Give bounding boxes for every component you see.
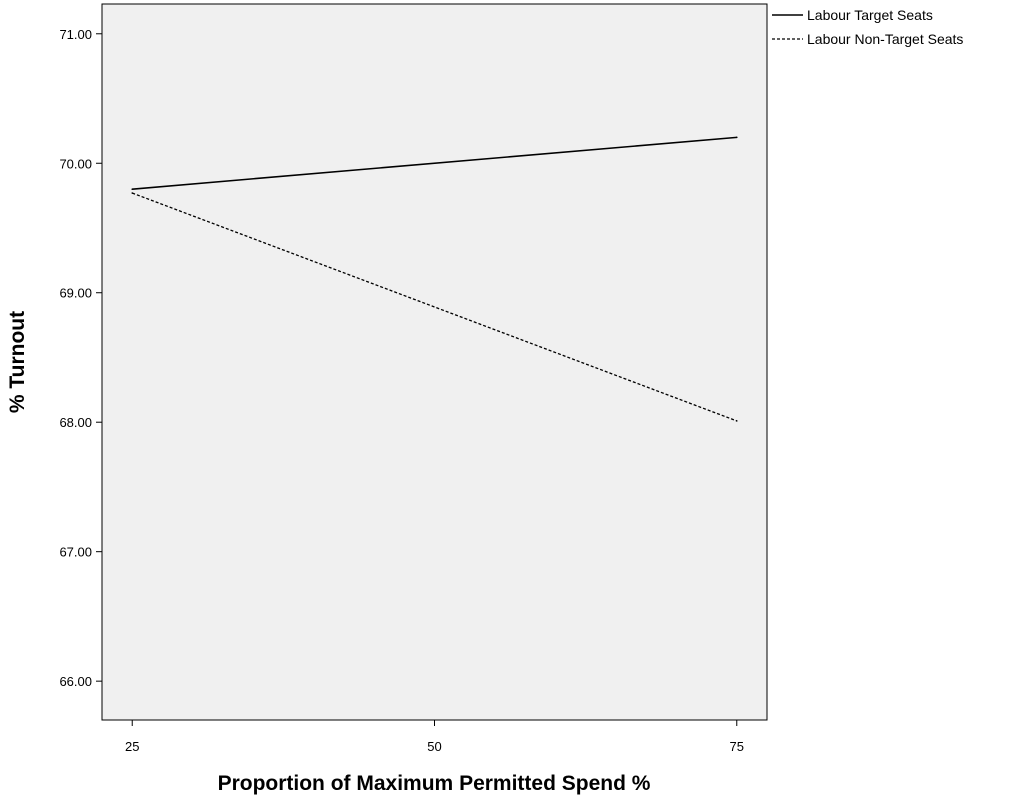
y-tick-label: 71.00 — [59, 27, 92, 42]
x-tick-label: 25 — [125, 739, 139, 754]
x-tick-label: 75 — [730, 739, 744, 754]
legend: Labour Target Seats Labour Non-Target Sea… — [772, 7, 963, 47]
y-axis-title: % Turnout — [6, 311, 29, 413]
y-tick-label: 67.00 — [59, 545, 92, 560]
series-line-2 — [131, 192, 738, 422]
x-tick-label: 50 — [427, 739, 441, 754]
legend-label-1: Labour Target Seats — [807, 7, 933, 23]
y-tick-label: 68.00 — [59, 415, 92, 430]
y-axis: 66.00 67.00 68.00 69.00 70.00 71.00 — [59, 27, 102, 689]
x-axis-title: Proportion of Maximum Permitted Spend % — [218, 772, 651, 795]
data-point — [131, 192, 134, 194]
y-tick-label: 69.00 — [59, 286, 92, 301]
series-line-1 — [132, 136, 737, 190]
legend-label-2: Labour Non-Target Seats — [807, 31, 963, 47]
plot-area — [101, 3, 768, 721]
series-layer — [131, 136, 738, 422]
data-point — [735, 420, 738, 422]
y-tick-label: 66.00 — [59, 674, 92, 689]
data-point — [735, 136, 738, 139]
data-point — [131, 188, 134, 190]
y-tick-label: 70.00 — [59, 156, 92, 171]
x-axis: 25 50 75 — [125, 720, 744, 754]
